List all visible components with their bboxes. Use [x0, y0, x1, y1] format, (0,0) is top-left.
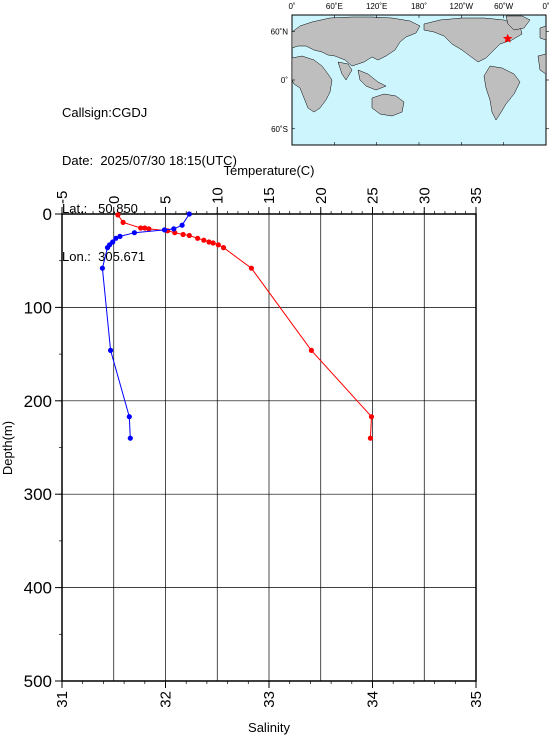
depth-tick-label: 400 — [24, 579, 52, 598]
map-station-marker — [502, 33, 513, 43]
temperature-tick-label: 25 — [365, 187, 382, 204]
temperature-tick-label: -5 — [54, 191, 71, 204]
data-point — [195, 235, 201, 241]
data-point — [210, 240, 216, 246]
map-top-label: 0˚ — [542, 2, 549, 11]
depth-ticks: 0 100 200 300 400 500 — [24, 205, 62, 691]
data-point — [131, 230, 137, 236]
map-top-label: 120˚E — [366, 2, 387, 11]
data-point — [186, 232, 192, 239]
temperature-tick-label: 10 — [209, 187, 226, 204]
data-point — [138, 225, 144, 231]
lat-label: Lat.: — [62, 201, 88, 216]
station-info: Callsign:CGDJ Date: 2025/07/30 18:15(UTC… — [62, 73, 237, 281]
data-point — [127, 435, 133, 441]
data-point — [367, 435, 373, 441]
salinity-tick-label: 35 — [468, 691, 485, 708]
landmass-europe-east-edge — [539, 25, 547, 41]
data-point — [206, 239, 212, 245]
depth-tick-label: 500 — [24, 672, 52, 691]
temperature-tick-label: 30 — [416, 187, 433, 204]
salinity-ticks: 31 32 33 34 35 — [54, 681, 485, 708]
callsign-line: Callsign:CGDJ — [62, 105, 237, 121]
data-point — [161, 227, 168, 233]
data-point — [171, 226, 177, 232]
map-top-label: 0˚ — [288, 2, 295, 11]
map-side-label: 0˚ — [281, 76, 288, 85]
data-point — [126, 414, 132, 420]
map-top-label: 60˚E — [326, 2, 343, 11]
series-line — [117, 214, 373, 439]
date-line: Date: 2025/07/30 18:15(UTC) — [62, 153, 237, 169]
data-point — [186, 211, 192, 217]
data-point — [108, 347, 114, 353]
landmass-greenland — [505, 15, 531, 31]
data-point — [99, 265, 105, 271]
data-point — [179, 222, 185, 228]
landmass-south-america — [483, 65, 521, 121]
lat-value: 50.850 — [98, 201, 138, 216]
data-point — [180, 231, 186, 238]
data-point — [201, 237, 207, 243]
map-side-label: 60˚S — [271, 125, 288, 134]
map-top-label: 120˚W — [450, 2, 474, 11]
temperature-tick-label: 15 — [261, 187, 278, 204]
landmass-australia — [371, 93, 405, 117]
series-line — [101, 213, 190, 439]
map-axes: 0˚ 60˚E 120˚E 180˚ 120˚W 60˚W 0˚ 60˚N 0˚ 60˚S — [271, 2, 550, 145]
map-top-label: 180˚ — [411, 2, 427, 11]
landmass-africa — [291, 55, 333, 113]
map-land — [291, 15, 547, 121]
data-point — [248, 265, 254, 271]
data-point — [113, 235, 119, 241]
lon-label: Lon.: — [62, 249, 91, 264]
landmass-north-america — [423, 17, 523, 63]
landmass-india — [337, 61, 353, 81]
temperature-tick-label: 5 — [158, 196, 175, 204]
data-point — [368, 414, 375, 420]
date-label: Date: — [62, 153, 94, 168]
series-temperature — [115, 212, 375, 441]
depth-tick-label: 100 — [24, 298, 52, 317]
landmass-eurasia — [291, 16, 421, 67]
data-point — [117, 233, 123, 239]
data-point — [104, 245, 111, 251]
landmass-seasia — [357, 69, 387, 91]
series-salinity — [99, 211, 192, 441]
date-value: 2025/07/30 18:15(UTC) — [100, 153, 237, 168]
temperature-axis-label: Temperature(C) — [223, 163, 314, 178]
landmass-africa-east-edge — [537, 53, 547, 75]
depth-tick-label: 300 — [24, 485, 52, 504]
lon-value: 305.671 — [98, 249, 146, 264]
temperature-tick-label: 35 — [468, 187, 485, 204]
data-point — [142, 225, 148, 231]
chart-series — [99, 211, 375, 441]
data-point — [215, 242, 221, 248]
data-point — [146, 226, 152, 232]
data-point — [220, 245, 227, 251]
map-top-label: 60˚W — [494, 2, 514, 11]
callsign-value: CGDJ — [111, 105, 148, 120]
data-point — [115, 212, 121, 218]
salinity-axis-label: Salinity — [248, 720, 290, 735]
depth-tick-label: 200 — [24, 392, 52, 411]
temperature-tick-label: 0 — [106, 196, 123, 204]
chart-grid — [61, 213, 477, 682]
callsign-label: Callsign: — [62, 105, 112, 120]
salinity-tick-label: 31 — [54, 691, 71, 708]
salinity-tick-label: 34 — [365, 691, 382, 708]
data-point — [120, 219, 126, 225]
lon-line: Lon.: 305.671 — [62, 249, 237, 265]
data-point — [308, 347, 314, 353]
temperature-tick-label: 20 — [313, 187, 330, 204]
lat-line: Lat.: 50.850 — [62, 201, 237, 217]
salinity-tick-label: 33 — [261, 691, 278, 708]
depth-axis-label: Depth(m) — [0, 421, 15, 475]
depth-tick-label: 0 — [43, 205, 52, 224]
salinity-tick-label: 32 — [158, 691, 175, 708]
temperature-ticks: -5 0 5 10 15 20 25 30 35 — [54, 187, 485, 214]
map-side-label: 60˚N — [271, 27, 289, 36]
